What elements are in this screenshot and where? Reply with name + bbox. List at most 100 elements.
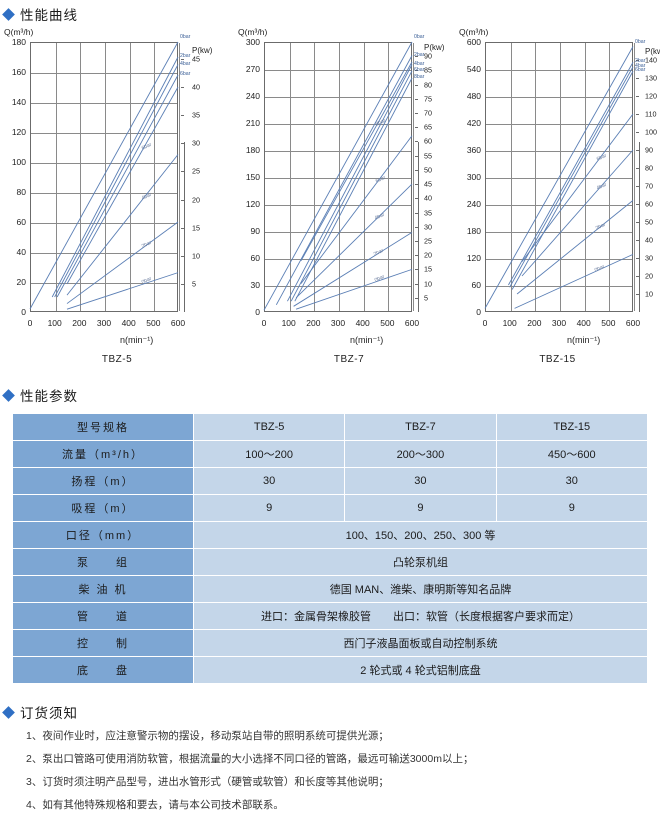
table-row: 柴 油 机德国 MAN、潍柴、康明斯等知名品牌 (13, 576, 647, 602)
x-axis-tick-label: 200 (306, 318, 321, 328)
secondary-power-axis (639, 141, 640, 312)
x-axis-tick-label: 300 (330, 318, 346, 328)
y-axis-tick-label: 120 (11, 127, 26, 137)
secondary-axis-tick (415, 155, 418, 157)
secondary-axis-tick-label: 25 (424, 236, 432, 246)
secondary-axis-tick-label: 10 (424, 279, 432, 289)
y-axis-tick-label: 0 (255, 307, 260, 317)
y-axis-tick-label: 120 (466, 253, 481, 263)
y-axis-tick-label: 80 (16, 187, 26, 197)
secondary-axis-tick (415, 141, 418, 143)
power-curve (521, 149, 634, 277)
y-axis-tick-label: 60 (250, 253, 260, 263)
performance-params-table: 型号规格 TBZ-5 TBZ-7 TBZ-15 流量（m³/h） 100～200 200～3… (12, 413, 648, 684)
power-curve (66, 272, 179, 310)
power-curve (293, 232, 413, 307)
table-row: 泵 组凸轮泵机组 (13, 549, 647, 575)
y-axis-tick-label: 480 (466, 91, 481, 101)
diamond-bullet-icon (2, 705, 15, 719)
secondary-axis-tick (415, 70, 418, 72)
x-axis-tick-label: 100 (502, 318, 517, 328)
secondary-axis-tick (415, 240, 418, 242)
flow-curve-label: 6bar (414, 66, 425, 73)
secondary-axis-tick (415, 56, 418, 58)
gridline-horizontal (31, 253, 177, 254)
secondary-axis-tick (415, 84, 418, 86)
secondary-axis-tick (636, 186, 639, 187)
table-row-label: 型号规格 (13, 414, 193, 440)
table-row: 口径（mm） 100、150、200、250、300 等 (13, 522, 647, 548)
table-row: 吸程（m） 9 9 9 (13, 495, 647, 521)
secondary-axis-tick-label: 5 (424, 293, 428, 303)
secondary-axis-tick (415, 127, 418, 129)
secondary-axis-title: P(kw) (424, 43, 445, 53)
secondary-axis-tick (415, 113, 418, 115)
secondary-axis-tick-label: 60 (645, 199, 653, 209)
gridline-horizontal (486, 97, 632, 98)
power-curve (300, 61, 413, 262)
gridline-vertical (388, 43, 390, 311)
table-cell: 30 (345, 468, 496, 494)
curve-lines (29, 41, 179, 310)
gridline-vertical (55, 43, 57, 311)
secondary-axis-tick (636, 114, 639, 115)
section-title-notice: 订货须知 (20, 706, 78, 721)
secondary-axis-tick-label: 90 (645, 145, 653, 155)
gridline-horizontal (486, 124, 632, 125)
y-axis-tick-label: 600 (466, 37, 481, 47)
curve-lines (484, 46, 634, 309)
gridline-horizontal (31, 283, 177, 284)
y-axis-tick-label: 180 (245, 145, 260, 155)
flow-curve-label: 4bar (414, 60, 425, 67)
x-axis-tick-label: 0 (27, 318, 33, 328)
x-axis-tick-label: 0 (482, 318, 488, 328)
table-cell: 100～200 (194, 441, 345, 467)
gridline-vertical (609, 43, 611, 311)
secondary-axis-tick (415, 198, 418, 200)
table-row-label: 柴 油 机 (13, 576, 193, 602)
power-curve (66, 154, 179, 296)
secondary-axis-tick (636, 96, 639, 97)
secondary-axis-tick (181, 199, 184, 201)
section-title-curves: 性能曲线 (20, 8, 78, 23)
secondary-axis-tick (415, 226, 418, 228)
table-cell: 进口：金属骨架橡胶管 出口：软管（长度根据客户要求而定） (194, 603, 647, 629)
table-cell: 100、150、200、250、300 等 (194, 522, 647, 548)
secondary-axis-tick-label: 120 (645, 91, 657, 101)
secondary-axis-tick (636, 168, 639, 169)
flow-curve-label: 4bar (635, 62, 646, 69)
table-row-label: 流量（m³/h） (13, 441, 193, 467)
y-axis-tick-label: 0 (21, 307, 26, 317)
x-axis-tick-label: 600 (170, 318, 186, 328)
secondary-axis-tick-label: 70 (424, 108, 432, 118)
secondary-axis-tick-label: 35 (424, 208, 432, 218)
x-axis-title: n(min⁻¹) (567, 335, 601, 345)
x-axis-title: n(min⁻¹) (120, 335, 154, 345)
secondary-axis-tick-label: 50 (424, 165, 432, 175)
secondary-axis-tick-label: 40 (192, 82, 200, 92)
gridline-horizontal (265, 178, 411, 179)
gridline-vertical (560, 43, 561, 311)
secondary-axis-tick (636, 276, 639, 277)
secondary-axis-tick-label: 80 (424, 80, 432, 90)
gridline-vertical (363, 43, 365, 311)
secondary-axis-tick-label: 30 (424, 222, 432, 232)
x-axis-tick-label: 500 (601, 318, 616, 328)
power-curve (516, 200, 634, 295)
secondary-axis-tick-label: 50 (645, 217, 653, 227)
flow-curve-label: 6bar (180, 71, 191, 77)
x-axis-tick-label: 200 (527, 318, 542, 328)
section-title-params: 性能参数 (20, 389, 78, 404)
table-row-label: 控 制 (13, 630, 193, 656)
y-axis-tick-label: 270 (245, 64, 260, 74)
table-row-label: 扬程（m） (13, 468, 193, 494)
gridline-horizontal (486, 259, 632, 260)
flow-curve (508, 62, 634, 286)
gridline-vertical (154, 43, 156, 311)
flow-curve (51, 56, 179, 298)
y-axis-title: Q(m³/h) (459, 27, 489, 37)
y-axis-tick-label: 240 (245, 91, 260, 101)
x-axis-tick-label: 500 (380, 318, 395, 328)
secondary-axis-tick-label: 30 (192, 138, 200, 148)
